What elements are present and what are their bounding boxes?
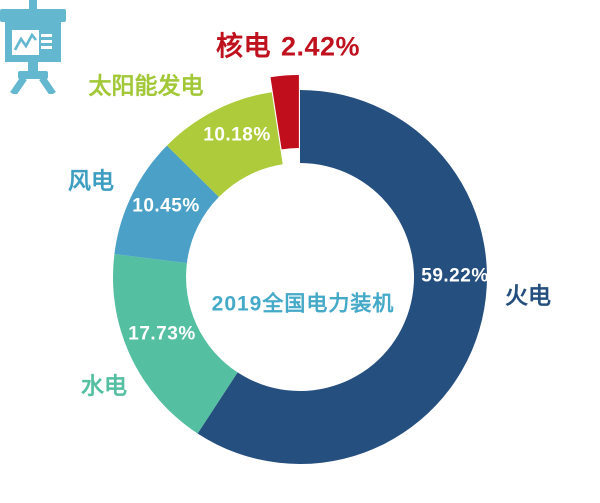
wind-label: 风电 — [68, 167, 114, 194]
wind-pct-label: 10.45% — [132, 195, 200, 217]
donut-slice-1 — [112, 254, 238, 434]
solar-pct-label: 10.18% — [203, 124, 271, 146]
presentation-chart-icon — [0, 0, 66, 94]
nuclear-callout-value: 2.42% — [280, 31, 361, 62]
donut-slice-2 — [114, 145, 219, 264]
hydro-label: 水电 — [81, 372, 127, 399]
solar-label: 太阳能发电 — [88, 72, 204, 99]
nuclear-callout-label: 核电 — [215, 31, 271, 62]
donut-slice-3 — [166, 92, 283, 197]
center-label: 2019全国电力装机 — [211, 292, 395, 316]
donut-slice-0 — [197, 90, 487, 465]
thermal-pct-label: 59.22% — [421, 265, 489, 287]
nuclear-callout: 核电 2.42% — [215, 31, 361, 62]
thermal-label: 火电 — [505, 282, 551, 309]
donut-slice-4 — [270, 75, 299, 150]
hydro-pct-label: 17.73% — [128, 323, 196, 345]
